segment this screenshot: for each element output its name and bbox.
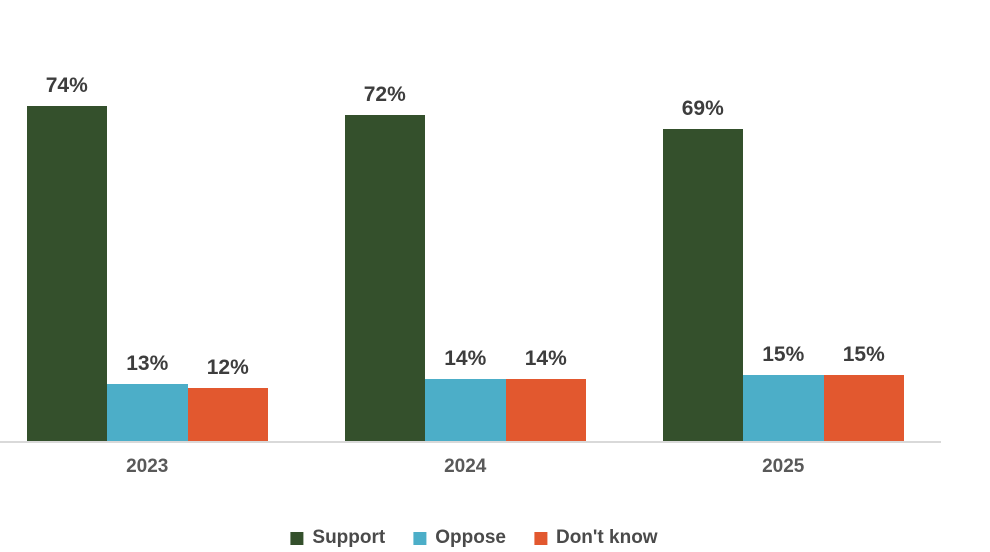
value-label-support-2023: 74% (45, 74, 88, 98)
legend-swatch-oppose-icon (413, 531, 427, 545)
legend-item-support: Support (290, 527, 385, 549)
legend-item-don-t-know: Don't know (533, 527, 658, 549)
bar-don-t-know-2024 (505, 379, 586, 443)
bar-don-t-know-2023 (187, 388, 268, 443)
value-label-don-t-know-2024: 14% (524, 347, 567, 371)
legend-item-oppose: Oppose (413, 527, 506, 549)
value-label-oppose-2025: 15% (762, 342, 805, 366)
legend-label-support: Support (312, 527, 386, 548)
legend-swatch-don-t-know-icon (533, 531, 547, 545)
bar-oppose-2023 (107, 383, 188, 443)
value-label-don-t-know-2025: 15% (842, 342, 885, 366)
bar-support-2024 (344, 115, 425, 443)
bar-support-2023 (26, 106, 107, 443)
bar-oppose-2024 (425, 379, 506, 443)
value-label-oppose-2023: 13% (126, 351, 169, 375)
legend-label-don-t-know: Don't know (555, 527, 658, 548)
x-axis-line (0, 441, 941, 443)
value-label-support-2025: 69% (681, 97, 724, 121)
legend-swatch-support-icon (290, 531, 304, 545)
legend: Support Oppose Don't know (290, 527, 658, 549)
value-label-support-2024: 72% (363, 83, 406, 107)
x-axis-label-2025: 2025 (762, 456, 805, 477)
value-label-oppose-2024: 14% (444, 347, 487, 371)
bar-don-t-know-2025 (823, 374, 904, 443)
x-axis-label-2023: 2023 (126, 456, 169, 477)
x-axis-label-2024: 2024 (444, 456, 487, 477)
legend-label-oppose: Oppose (435, 527, 506, 548)
bar-support-2025 (662, 129, 743, 443)
value-label-don-t-know-2023: 12% (206, 356, 249, 380)
bar-oppose-2025 (743, 374, 824, 443)
